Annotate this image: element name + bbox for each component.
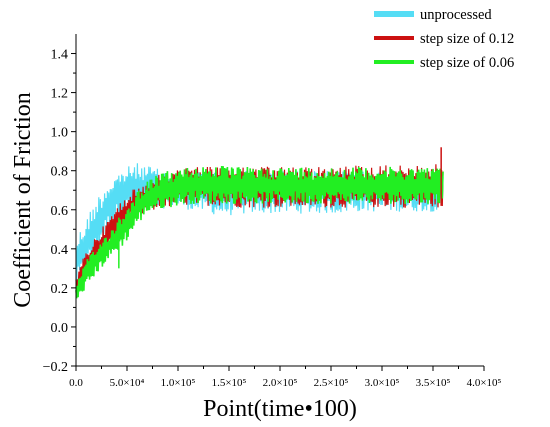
y-tick-label: 0.6 [51,204,69,219]
x-tick-label: 3.5×10⁵ [416,377,451,389]
legend-label-3: step size of 0.06 [420,55,514,71]
x-tick-label: 0.0 [69,377,83,389]
x-tick-label: 1.5×10⁵ [212,377,247,389]
y-tick-label: 1.4 [51,48,69,63]
x-tick-label: 2.5×10⁵ [314,377,349,389]
y-tick-label: 0.0 [51,321,69,336]
x-tick-label: 2.0×10⁵ [263,377,298,389]
legend: unprocessed step size of 0.12 step size of… [370,2,550,72]
x-tick-label: 3.0×10⁵ [365,377,400,389]
x-tick-label: 1.0×10⁵ [161,377,196,389]
series-line-3 [75,165,444,299]
legend-label-2: step size of 0.12 [420,31,514,47]
y-tick-group: −0.2 0.0 0.2 0.4 0.6 0.8 1.0 1.2 1.4 [43,48,76,375]
y-tick-label: 1.0 [51,126,69,141]
y-tick-label: 0.8 [51,165,69,180]
y-tick-label: 0.4 [51,243,69,258]
y-tick-label: 0.2 [51,282,69,297]
y-tick-label: 1.2 [51,87,69,102]
x-tick-label: 5.0×10⁴ [110,377,145,389]
y-axis-title: Coefficient of Friction [10,92,36,308]
series-bands [75,147,444,299]
legend-label-1: unprocessed [420,7,492,23]
x-tick-label: 4.0×10⁵ [467,377,502,389]
x-axis-title: Point(time•100) [203,396,357,422]
x-tick-group: 0.0 5.0×10⁴ 1.0×10⁵ 1.5×10⁵ 2.0×10⁵ 2.5×10⁵ 3.… [69,366,502,389]
y-tick-label: −0.2 [43,360,68,375]
